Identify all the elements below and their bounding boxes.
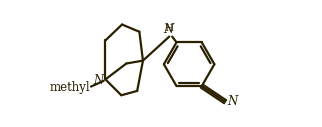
Text: methyl: methyl [49, 81, 90, 94]
Text: N: N [227, 94, 237, 108]
Text: N: N [164, 23, 174, 36]
Text: H: H [164, 24, 173, 33]
Text: N: N [93, 74, 104, 87]
